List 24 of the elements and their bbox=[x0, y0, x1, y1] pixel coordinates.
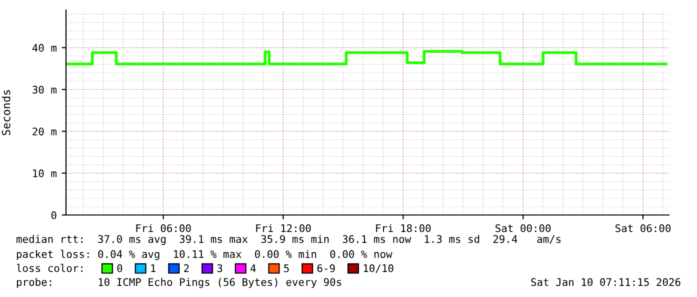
legend-title: loss color: bbox=[16, 264, 82, 272]
x-tick-label: Sat 06:00 bbox=[616, 224, 671, 232]
y-tick-label: 10 m bbox=[33, 169, 56, 178]
x-tick-label: Fri 18:00 bbox=[376, 224, 431, 232]
legend-label: 5 bbox=[284, 264, 289, 272]
legend-label: 3 bbox=[217, 264, 222, 272]
text: Sat Jan 10 07:11:15 2026 bbox=[531, 278, 680, 286]
legend-label: 4 bbox=[250, 264, 256, 272]
x-tick-label: Fri 06:00 bbox=[136, 224, 191, 232]
text: packet loss: 0.04 % avg 10.11 % max 0.00 % min 0.00 % now bbox=[16, 250, 392, 260]
y-tick-label: 20 m bbox=[32, 128, 56, 136]
text: probe: 10 ICMP Echo Pings (56 Bytes) every 90s bbox=[16, 278, 342, 288]
legend-label: 6-9 bbox=[317, 264, 335, 272]
y-tick-label: 0 bbox=[51, 211, 56, 220]
x-tick-label: Fri 12:00 bbox=[256, 224, 311, 232]
y-tick-label: 40 m bbox=[32, 44, 56, 52]
y-axis-title: Seconds bbox=[2, 90, 10, 136]
legend-label: 0 bbox=[117, 264, 122, 272]
text: median rtt: 37.0 ms avg 39.1 ms max 35.9 ms min 36.1 ms now 1.3 ms sd 29.4 am/s bbox=[16, 234, 561, 246]
y-tick-label: 30 m bbox=[32, 86, 56, 94]
x-tick-label: Sat 00:00 bbox=[496, 224, 551, 232]
legend-label: 10/10 bbox=[364, 264, 394, 273]
legend-label: 2 bbox=[184, 264, 189, 272]
legend-label: 1 bbox=[151, 264, 156, 272]
